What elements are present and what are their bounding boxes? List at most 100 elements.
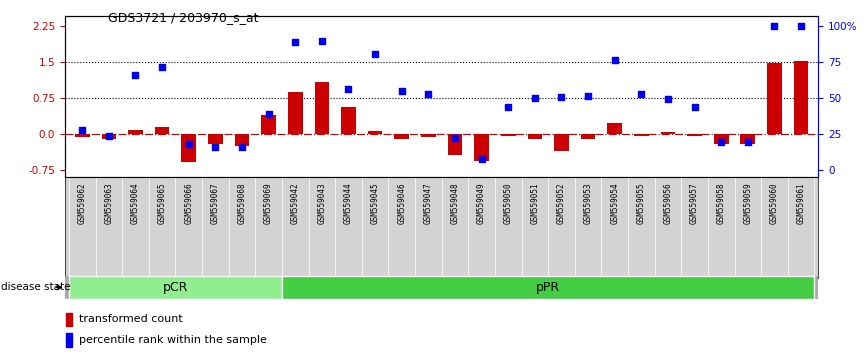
Text: GSM559060: GSM559060 — [770, 182, 779, 224]
Bar — [335, 177, 362, 278]
Point — [288, 40, 302, 45]
Bar — [69, 177, 95, 278]
Bar — [761, 177, 788, 278]
Bar — [661, 132, 675, 134]
Text: GSM559068: GSM559068 — [237, 182, 247, 224]
Point — [501, 104, 515, 110]
Bar — [575, 177, 601, 278]
Text: GSM559044: GSM559044 — [344, 182, 353, 224]
Point — [128, 72, 142, 78]
Text: GSM559056: GSM559056 — [663, 182, 673, 224]
Bar — [554, 134, 569, 150]
Bar — [128, 130, 143, 134]
Text: GSM559057: GSM559057 — [690, 182, 699, 224]
Bar — [501, 134, 515, 136]
Point — [341, 86, 355, 92]
Text: GSM559054: GSM559054 — [611, 182, 619, 224]
Text: GSM559052: GSM559052 — [557, 182, 566, 224]
Text: GSM559048: GSM559048 — [450, 182, 460, 224]
Bar — [421, 134, 436, 137]
Point — [422, 91, 436, 97]
Bar — [262, 115, 276, 134]
Bar — [155, 127, 170, 134]
Bar — [708, 177, 734, 278]
Text: GSM559047: GSM559047 — [423, 182, 433, 224]
Bar — [95, 177, 122, 278]
Point — [182, 142, 196, 147]
Text: GSM559065: GSM559065 — [158, 182, 166, 224]
Point — [395, 88, 409, 94]
Bar — [75, 134, 89, 137]
Bar — [734, 177, 761, 278]
Bar — [767, 63, 782, 134]
Text: pPR: pPR — [536, 281, 560, 294]
Point — [528, 95, 542, 101]
Bar — [394, 134, 409, 138]
Bar — [469, 177, 494, 278]
Point — [635, 91, 649, 97]
Text: GSM559058: GSM559058 — [717, 182, 726, 224]
Bar — [788, 177, 814, 278]
Point — [155, 64, 169, 70]
Text: GSM559062: GSM559062 — [78, 182, 87, 224]
Text: percentile rank within the sample: percentile rank within the sample — [79, 335, 267, 345]
Bar — [794, 61, 808, 134]
Text: GSM559067: GSM559067 — [210, 182, 220, 224]
Bar — [229, 177, 255, 278]
Point — [581, 93, 595, 98]
Bar — [548, 177, 575, 278]
Bar — [655, 177, 682, 278]
Bar — [282, 177, 308, 278]
Bar — [202, 177, 229, 278]
Bar — [581, 134, 596, 138]
Bar — [314, 82, 329, 134]
Text: GSM559042: GSM559042 — [291, 182, 300, 224]
Point — [315, 38, 329, 44]
Bar — [688, 134, 702, 136]
Text: GSM559051: GSM559051 — [530, 182, 540, 224]
Bar — [282, 276, 814, 299]
Point — [235, 144, 249, 150]
Text: GSM559061: GSM559061 — [797, 182, 805, 224]
Bar — [69, 276, 282, 299]
Bar — [527, 134, 542, 138]
Text: GSM559055: GSM559055 — [637, 182, 646, 224]
Point — [368, 52, 382, 57]
Text: GSM559050: GSM559050 — [504, 182, 513, 224]
Text: GSM559069: GSM559069 — [264, 182, 273, 224]
Bar — [607, 123, 622, 134]
Bar — [415, 177, 442, 278]
Bar — [181, 134, 196, 162]
Bar — [149, 177, 176, 278]
Bar — [101, 134, 116, 139]
Bar — [122, 177, 149, 278]
Text: GSM559053: GSM559053 — [584, 182, 592, 224]
Point — [608, 57, 622, 63]
Bar — [442, 177, 469, 278]
Point — [448, 135, 462, 141]
Text: GDS3721 / 203970_s_at: GDS3721 / 203970_s_at — [108, 11, 259, 24]
Point — [554, 95, 568, 100]
Bar — [235, 134, 249, 146]
Text: GSM559066: GSM559066 — [184, 182, 193, 224]
Bar — [475, 134, 489, 161]
Bar — [362, 177, 389, 278]
Point — [767, 23, 781, 28]
Bar — [448, 134, 462, 155]
Bar — [601, 177, 628, 278]
Point — [688, 104, 701, 110]
Bar — [389, 177, 415, 278]
Text: disease state: disease state — [1, 282, 70, 292]
Point — [475, 156, 488, 161]
Bar — [628, 177, 655, 278]
Bar — [255, 177, 282, 278]
Bar — [176, 177, 202, 278]
Bar — [368, 131, 383, 134]
Text: GSM559059: GSM559059 — [743, 182, 753, 224]
Bar — [67, 333, 73, 347]
Bar — [308, 177, 335, 278]
Bar — [341, 107, 356, 134]
Text: GSM559045: GSM559045 — [371, 182, 379, 224]
Text: GSM559049: GSM559049 — [477, 182, 486, 224]
Point — [794, 23, 808, 28]
